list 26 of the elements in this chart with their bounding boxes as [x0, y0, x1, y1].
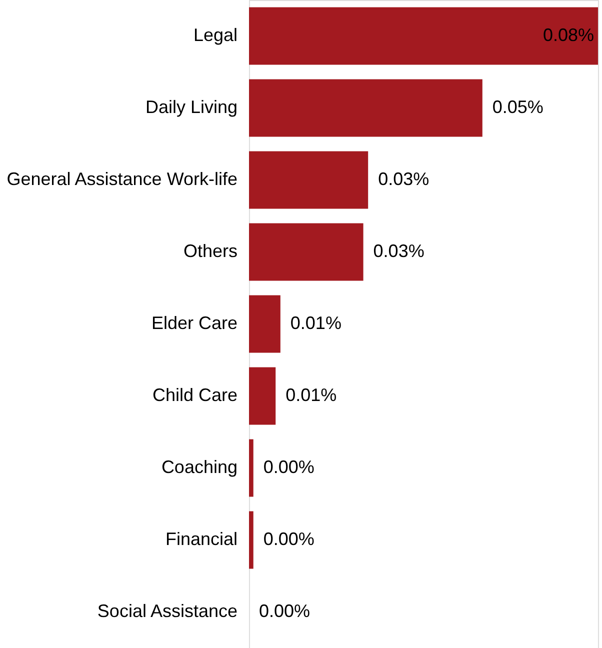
data-label: 0.03% — [373, 241, 424, 261]
bar — [249, 439, 254, 497]
data-label: 0.00% — [263, 529, 314, 549]
data-label: 0.00% — [263, 457, 314, 477]
y-tick-label: Social Assistance — [97, 601, 238, 621]
y-tick-label: Financial — [165, 529, 238, 549]
y-tick-label: General Assistance Work-life — [6, 169, 238, 189]
data-label: 0.08% — [542, 25, 594, 45]
bar — [249, 511, 254, 569]
y-tick-label: Legal — [193, 25, 238, 45]
data-label: 0.01% — [290, 313, 342, 333]
bar — [249, 151, 368, 209]
y-tick-label: Coaching — [161, 457, 238, 477]
y-tick-label: Daily Living — [145, 97, 238, 117]
y-tick-label: Child Care — [152, 385, 238, 405]
y-tick-label: Elder Care — [151, 313, 238, 333]
bar — [249, 7, 598, 65]
data-label: 0.03% — [378, 169, 430, 189]
data-label: 0.05% — [492, 97, 544, 117]
bar — [249, 295, 280, 353]
data-label: 0.01% — [286, 385, 337, 405]
y-tick-label: Others — [183, 241, 238, 261]
bar — [249, 79, 482, 137]
bar — [249, 367, 276, 425]
bar — [249, 223, 364, 281]
data-label: 0.00% — [259, 601, 310, 621]
